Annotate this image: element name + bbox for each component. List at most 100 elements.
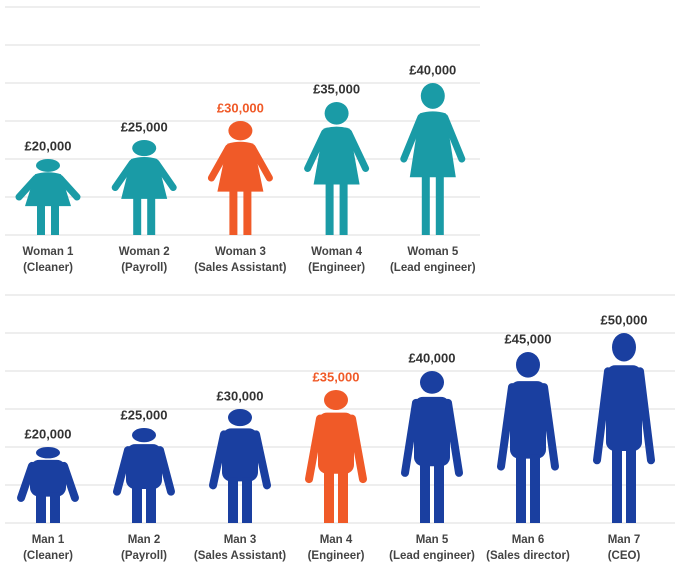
head (420, 83, 445, 109)
figure (113, 428, 175, 523)
arm (304, 129, 329, 172)
category-label: Man 3 (224, 534, 257, 546)
leg (338, 469, 348, 523)
head (132, 140, 157, 157)
head (612, 333, 636, 362)
value-label: £30,000 (217, 100, 264, 115)
role-label: (Sales director) (486, 550, 570, 562)
leg (228, 477, 238, 523)
role-label: (Cleaner) (23, 550, 73, 562)
role-label: (Lead engineer) (389, 550, 475, 562)
head (420, 371, 444, 394)
category-label: Man 4 (320, 534, 353, 546)
category-label: Woman 1 (23, 246, 75, 258)
leg (530, 454, 540, 523)
leg (147, 197, 156, 235)
torso (606, 365, 642, 451)
figure (304, 102, 370, 235)
torso (510, 381, 546, 459)
category-label: Woman 3 (215, 246, 266, 258)
figure (305, 390, 367, 523)
leg (229, 190, 238, 235)
head (516, 352, 540, 378)
value-label: £20,000 (25, 138, 72, 153)
leg (37, 205, 45, 235)
category-label: Man 6 (512, 534, 545, 546)
leg (516, 454, 526, 523)
dress (409, 111, 456, 178)
category-label: Man 2 (128, 534, 161, 546)
value-label: £50,000 (601, 312, 648, 327)
leg (324, 469, 334, 523)
head (324, 102, 349, 125)
head (36, 447, 60, 459)
head (36, 159, 60, 172)
figure (209, 409, 271, 523)
torso (30, 459, 66, 497)
leg (242, 477, 252, 523)
arm (441, 113, 466, 163)
dress (25, 172, 71, 207)
role-label: (Payroll) (121, 550, 167, 562)
leg (146, 485, 156, 523)
torso (222, 428, 258, 482)
category-label: Man 5 (416, 534, 449, 546)
leg (612, 447, 622, 523)
head (228, 409, 252, 427)
role-label: (Lead engineer) (390, 262, 476, 274)
head (228, 121, 253, 141)
head (132, 428, 156, 443)
value-label: £40,000 (409, 62, 456, 77)
value-label: £40,000 (409, 350, 456, 365)
leg (132, 485, 142, 523)
leg (420, 462, 430, 523)
role-label: (Engineer) (308, 550, 365, 562)
leg (434, 462, 444, 523)
dress (121, 157, 168, 199)
category-label: Man 7 (608, 534, 641, 546)
leg (626, 447, 636, 523)
head (324, 390, 348, 410)
leg (133, 197, 142, 235)
role-label: (Payroll) (121, 262, 167, 274)
figure (15, 159, 81, 235)
role-label: (Sales Assistant) (194, 262, 286, 274)
leg (435, 176, 444, 235)
figure (497, 352, 559, 523)
figure (593, 333, 655, 523)
figure (17, 447, 79, 523)
category-label: Man 1 (32, 534, 65, 546)
value-label: £20,000 (25, 426, 72, 441)
category-label: Woman 4 (311, 246, 363, 258)
role-label: (Sales Assistant) (194, 550, 286, 562)
leg (243, 190, 252, 235)
torso (318, 412, 354, 474)
arm (400, 113, 425, 163)
value-label: £25,000 (121, 407, 168, 422)
dress (217, 141, 264, 192)
leg (51, 205, 59, 235)
dress (313, 126, 360, 185)
value-label: £25,000 (121, 119, 168, 134)
leg (325, 183, 334, 235)
value-label: £35,000 (313, 81, 360, 96)
figure (401, 371, 463, 523)
value-label: £35,000 (313, 369, 360, 384)
arm (345, 129, 370, 172)
leg (339, 183, 348, 235)
value-label: £30,000 (217, 388, 264, 403)
figure (400, 83, 466, 235)
leg (421, 176, 430, 235)
leg (36, 492, 46, 523)
role-label: (Engineer) (308, 262, 365, 274)
torso (126, 444, 162, 489)
role-label: (Cleaner) (23, 262, 73, 274)
value-label: £45,000 (505, 331, 552, 346)
figure (111, 140, 177, 235)
leg (50, 492, 60, 523)
category-label: Woman 2 (119, 246, 170, 258)
category-label: Woman 5 (407, 246, 459, 258)
role-label: (CEO) (608, 550, 641, 562)
figure (207, 121, 273, 235)
